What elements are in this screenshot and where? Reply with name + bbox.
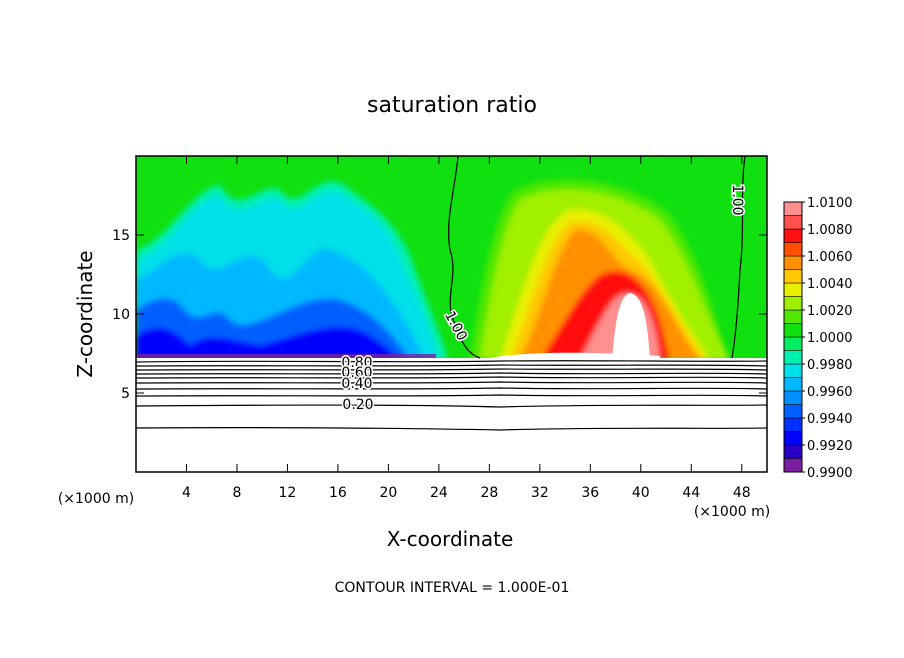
x-tick-label: 16 — [329, 485, 347, 501]
colorbar-band — [783, 458, 803, 473]
x-tick-label: 4 — [182, 485, 191, 501]
colorbar-band — [783, 404, 803, 419]
x-tick-label: 32 — [531, 485, 549, 501]
y-tick-label: 5 — [121, 386, 130, 402]
x-tick-label: 24 — [430, 485, 448, 501]
x-units-label: (×1000 m) — [694, 504, 770, 520]
chart-title: saturation ratio — [367, 93, 537, 118]
colorbar-label: 1.0100 — [807, 196, 853, 211]
field — [136, 156, 767, 472]
x-tick-label: 28 — [480, 485, 498, 501]
colorbar-label: 0.9900 — [807, 466, 853, 481]
colorbar-band — [783, 215, 803, 230]
colorbar-label: 0.9980 — [807, 358, 853, 373]
y-units-label: (×1000 m) — [58, 491, 134, 507]
x-tick-label: 8 — [232, 485, 241, 501]
y-tick-label: 15 — [112, 228, 130, 244]
x-tick-label: 44 — [682, 485, 700, 501]
colorbar-band — [783, 255, 803, 270]
colorbar-label: 1.0060 — [807, 250, 853, 265]
contour-label: 0.20 — [342, 397, 373, 413]
colorbar-band — [783, 417, 803, 432]
x-tick-label: 48 — [733, 485, 751, 501]
colorbar-band — [783, 242, 803, 257]
colorbar-label: 0.9920 — [807, 439, 853, 454]
colorbar-label: 1.0020 — [807, 304, 853, 319]
colorbar-band — [783, 377, 803, 392]
colorbar-band — [783, 228, 803, 243]
colorbar-label: 1.0080 — [807, 223, 853, 238]
colorbar-band — [783, 444, 803, 459]
x-axis-label: X-coordinate — [387, 527, 514, 551]
contour-label: 0.80 — [341, 355, 372, 371]
contour-label: 1.00 — [729, 184, 745, 215]
x-tick-label: 20 — [379, 485, 397, 501]
contour-label: 0.60 — [341, 365, 372, 381]
colorbar-band — [783, 363, 803, 378]
colorbar-band — [783, 431, 803, 446]
x-tick-label: 12 — [279, 485, 297, 501]
colorbar-band — [783, 282, 803, 297]
colorbar-label: 0.9960 — [807, 385, 853, 400]
colorbar-band — [783, 336, 803, 351]
colorbar-band — [783, 296, 803, 311]
colorbar-band — [783, 350, 803, 365]
contour-label: 0.40 — [341, 376, 372, 392]
colorbar-band — [783, 309, 803, 324]
colorbar-band — [783, 323, 803, 338]
colorbar-label: 1.0040 — [807, 277, 853, 292]
y-tick-label: 10 — [112, 307, 130, 323]
colorbar-label: 1.0000 — [807, 331, 853, 346]
x-tick-label: 36 — [581, 485, 599, 501]
colorbar-band — [783, 201, 803, 216]
colorbar-band — [783, 390, 803, 405]
y-axis-label: Z-coordinate — [73, 250, 97, 377]
colorbar-band — [783, 269, 803, 284]
colorbar-label: 0.9940 — [807, 412, 853, 427]
footnote: CONTOUR INTERVAL = 1.000E-01 — [335, 580, 570, 596]
x-tick-label: 40 — [632, 485, 650, 501]
